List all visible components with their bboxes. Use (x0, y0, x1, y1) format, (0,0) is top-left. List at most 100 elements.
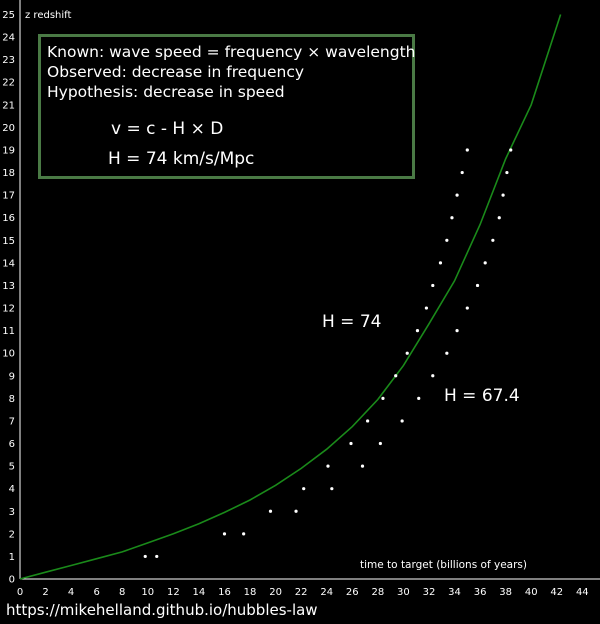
data-point (431, 374, 435, 378)
hypothesis-text: Hypothesis: decrease in speed (47, 83, 285, 101)
data-point (445, 238, 449, 242)
data-point (455, 329, 459, 333)
y-tick-label: 0 (9, 575, 15, 586)
y-tick-label: 14 (2, 258, 15, 269)
x-tick-label: 42 (550, 587, 563, 598)
annotation-h674: H = 67.4 (444, 386, 520, 406)
x-tick-label: 0 (17, 587, 23, 598)
data-point (465, 148, 469, 152)
data-point (460, 170, 464, 175)
y-tick-label: 10 (2, 349, 15, 360)
observed-text: Observed: decrease in frequency (47, 63, 305, 81)
x-tick-label: 24 (320, 587, 333, 598)
y-tick-label: 18 (2, 168, 15, 179)
data-point (366, 419, 370, 423)
y-tick-label: 22 (2, 78, 15, 89)
x-tick-label: 28 (371, 587, 384, 598)
data-point (475, 283, 480, 288)
data-point (378, 441, 382, 446)
y-tick-label: 4 (9, 484, 15, 495)
y-tick-label: 12 (2, 304, 15, 315)
data-point (491, 238, 495, 242)
data-point (360, 464, 365, 468)
y-tick-label: 3 (9, 507, 15, 518)
x-tick-label: 44 (576, 587, 589, 598)
series-curve-line (19, 14, 562, 580)
y-tick-label: 23 (2, 55, 15, 66)
y-tick-label: 21 (2, 100, 15, 111)
x-tick-label: 36 (474, 587, 487, 598)
y-tick-label: 25 (2, 10, 15, 21)
y-tick-label: 9 (9, 371, 15, 382)
x-tick-label: 8 (119, 587, 125, 598)
footer-url: https://mikehelland.github.io/hubbles-la… (6, 601, 318, 619)
x-tick-label: 6 (93, 587, 99, 598)
x-tick-label: 38 (499, 587, 512, 598)
data-point (483, 261, 487, 265)
data-point (455, 193, 459, 197)
data-point (497, 216, 501, 220)
x-tick-label: 16 (218, 587, 231, 598)
data-point (501, 193, 505, 197)
data-point (417, 396, 421, 400)
x-tick-label: 32 (423, 587, 436, 598)
data-point (155, 554, 159, 559)
data-point (349, 441, 353, 446)
data-point (405, 351, 409, 355)
data-point (445, 351, 449, 355)
info-box: Known: wave speed = frequency × waveleng… (38, 34, 415, 179)
data-point (326, 464, 330, 468)
x-axis-label: time to target (billions of years) (360, 559, 527, 571)
data-point (222, 532, 227, 536)
y-tick-label: 19 (2, 145, 15, 156)
y-tick-label: 8 (9, 394, 15, 405)
data-point (294, 509, 298, 513)
y-tick-label: 1 (9, 552, 15, 563)
y-axis-label: z redshift (25, 10, 72, 21)
y-tick-label: 6 (9, 439, 15, 450)
y-tick-label: 15 (2, 236, 15, 247)
x-tick-label: 4 (68, 587, 74, 598)
x-tick-label: 22 (295, 587, 308, 598)
x-tick-label: 40 (525, 587, 538, 598)
x-tick-label: 2 (42, 587, 48, 598)
data-point (268, 509, 273, 513)
x-tick-label: 20 (269, 587, 282, 598)
data-point (509, 148, 513, 152)
y-tick-label: 11 (2, 326, 15, 337)
data-point (450, 216, 454, 220)
y-tick-label: 17 (2, 191, 15, 202)
speed-equation: v = c - H × D (111, 119, 224, 139)
x-tick-label: 12 (167, 587, 180, 598)
x-tick-label: 30 (397, 587, 410, 598)
y-tick-label: 16 (2, 213, 15, 224)
x-tick-label: 18 (244, 587, 257, 598)
data-point (424, 306, 429, 310)
y-tick-label: 13 (2, 281, 15, 292)
data-point (438, 261, 443, 265)
data-point (381, 396, 385, 400)
y-tick-label: 24 (2, 33, 15, 44)
y-tick-label: 5 (9, 462, 15, 473)
x-tick-label: 10 (141, 587, 154, 598)
y-tick-label: 7 (9, 416, 15, 427)
data-point (465, 306, 469, 310)
data-point (400, 419, 404, 423)
y-tick-label: 20 (2, 123, 15, 134)
x-tick-label: 14 (193, 587, 206, 598)
data-point (242, 532, 246, 536)
y-tick-label: 2 (9, 529, 15, 540)
data-point (431, 283, 435, 288)
data-point (505, 170, 509, 175)
data-point (415, 329, 420, 333)
annotation-h74: H = 74 (322, 312, 382, 332)
data-point (302, 487, 306, 491)
data-point (143, 554, 147, 559)
hubble-constant-equation: H = 74 km/s/Mpc (108, 149, 255, 169)
x-tick-label: 34 (448, 587, 461, 598)
known-text: Known: wave speed = frequency × waveleng… (47, 43, 416, 61)
data-point (330, 487, 334, 491)
data-point (394, 374, 398, 378)
x-tick-label: 26 (346, 587, 359, 598)
